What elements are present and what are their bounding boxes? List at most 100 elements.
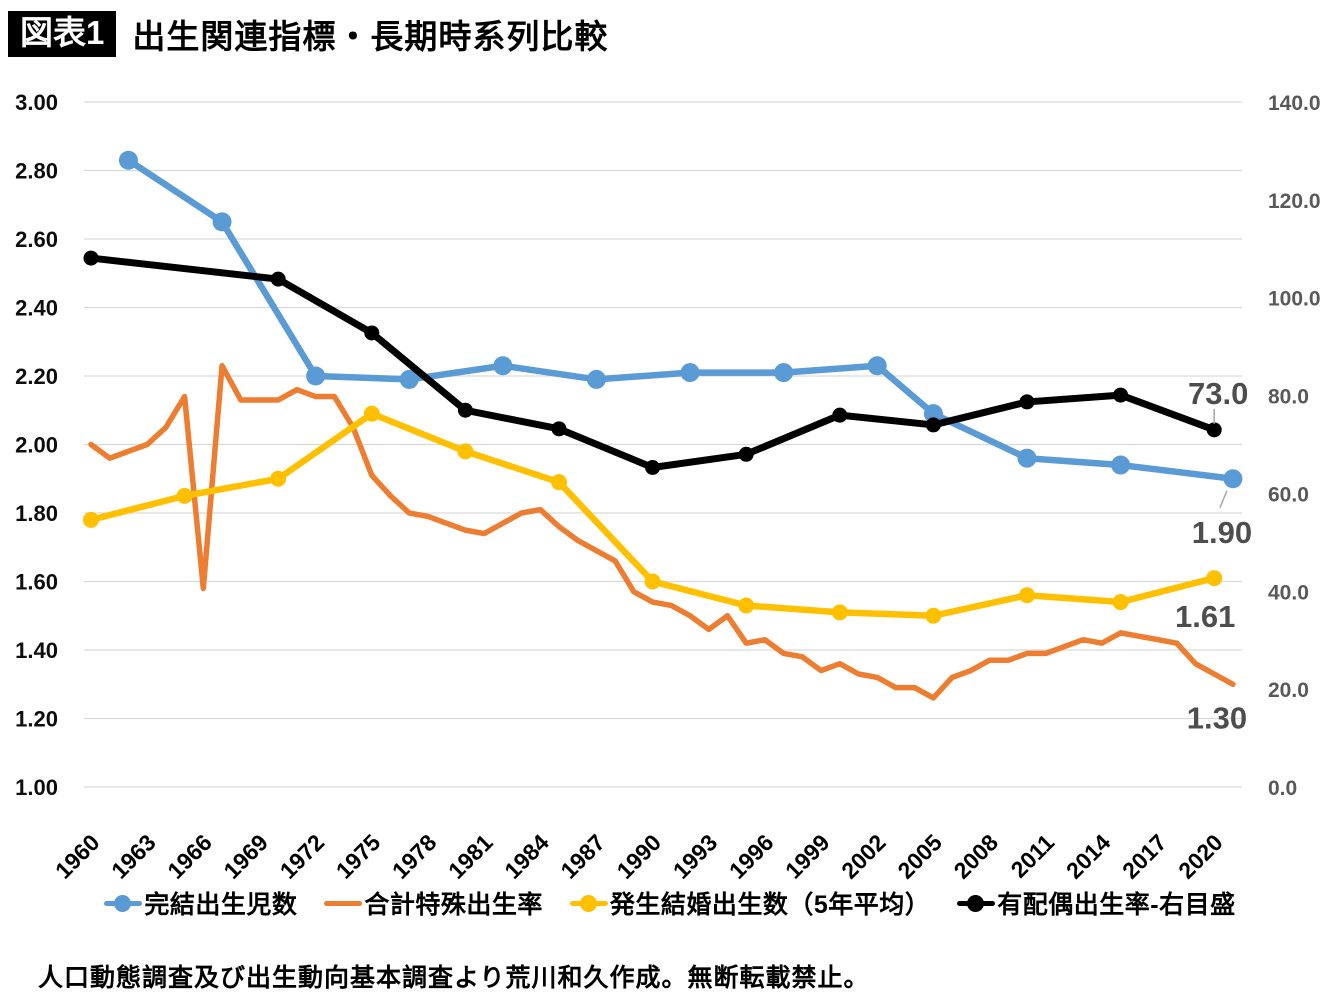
x-axis-tick-label: 1993 [668, 829, 723, 884]
marriage-cohort-births-marker [738, 597, 755, 614]
completed-births-marker [118, 150, 138, 170]
marital-birth-rate-marker [738, 446, 754, 462]
x-axis-tick-label: 1969 [218, 829, 273, 884]
marital-birth-rate-line [87, 254, 1218, 471]
marital-birth-rate-marker [832, 407, 848, 423]
x-axis-tick-label: 2005 [892, 829, 947, 884]
marriage-cohort-births-marker [1112, 594, 1129, 611]
right-axis-tick-label: 100.0 [1268, 288, 1321, 311]
marriage-cohort-births-marker [1206, 570, 1223, 587]
x-axis-tick-label: 2017 [1117, 829, 1172, 884]
tfr-end-data-label: 1.30 [1187, 700, 1247, 735]
marital-birth-rate-end-data-label: 73.0 [1188, 376, 1248, 411]
chart-legend: 完結出生児数 合計特殊出生率 発生結婚出生数（5年平均） 有配偶出生率-右目盛 [0, 885, 1340, 921]
marital-birth-rate-marker [457, 402, 473, 418]
right-axis-tick-label: 40.0 [1268, 581, 1309, 604]
left-axis-tick-label: 1.00 [15, 775, 58, 800]
left-axis-tick-label: 1.40 [15, 638, 58, 663]
legend-label: 発生結婚出生数（5年平均） [609, 891, 931, 919]
marital-birth-rate-marker [83, 250, 99, 266]
left-axis-tick-label: 1.80 [15, 501, 58, 526]
legend-label: 完結出生児数 [144, 891, 298, 919]
x-axis-tick-label: 1972 [275, 829, 330, 884]
x-axis-tick-label: 1990 [612, 829, 667, 884]
marital-birth-rate-marker [1019, 394, 1035, 410]
marriage-cohort-births-marker [1019, 587, 1035, 604]
x-axis-tick-label: 1981 [443, 829, 498, 884]
completed-births-marker [1017, 448, 1037, 468]
marital-birth-rate-marker [270, 271, 286, 287]
x-axis-tick-label: 1963 [106, 829, 161, 884]
left-axis-tick-label: 2.80 [15, 159, 58, 184]
marriage-cohort-births-marker [457, 443, 474, 460]
x-axis-tick-label: 1966 [162, 829, 217, 884]
legend-label: 有配偶出生率-右目盛 [997, 891, 1236, 919]
legend-label: 合計特殊出生率 [364, 891, 543, 919]
legend-line-marker-icon [957, 893, 996, 914]
right-axis-tick-label: 60.0 [1268, 483, 1309, 506]
x-axis-tick-label: 1987 [555, 829, 610, 884]
marital-birth-rate-marker [364, 325, 380, 341]
right-axis-tick-label: 120.0 [1268, 190, 1321, 213]
legend-item-marital-birth-rate: 有配偶出生率-右目盛 [957, 885, 1235, 921]
x-axis-tick-label: 1996 [724, 829, 779, 884]
x-axis-tick-label: 2020 [1173, 829, 1228, 884]
x-axis-tick-label: 2008 [949, 829, 1004, 884]
x-axis-tick-label: 1999 [780, 829, 835, 884]
marriage-cohort-births-marker [176, 487, 193, 504]
completed-births-marker [774, 363, 794, 383]
completed-births-marker [212, 212, 232, 232]
tfr-line [88, 362, 1236, 701]
legend-item-marriage-cohort-births: 発生結婚出生数（5年平均） [569, 885, 931, 921]
marriage-cohort-births-marker [83, 511, 99, 528]
completed-births-marker [493, 356, 513, 376]
marital-birth-rate-marker [551, 421, 567, 437]
completed-births-marker [306, 366, 326, 386]
x-axis-tick-label: 1978 [387, 829, 442, 884]
legend-item-completed-births: 完結出生児数 [104, 885, 297, 921]
marriage-cohort-births-marker [925, 607, 942, 624]
page-title: 出生関連指標・長期時系列比較 [132, 18, 609, 55]
left-axis-tick-label: 2.20 [15, 364, 58, 389]
marriage-cohort-births-marker [831, 604, 848, 621]
legend-line-marker-icon [324, 893, 363, 914]
completed-births-marker [923, 404, 943, 424]
marital-birth-rate-marker [925, 417, 941, 433]
x-axis-tick-label: 2014 [1061, 829, 1116, 884]
left-axis-tick-label: 2.00 [15, 433, 58, 458]
x-axis-tick-label: 1960 [50, 829, 105, 884]
legend-line-marker-icon [569, 893, 608, 914]
completed-births-marker [867, 356, 887, 376]
marital-birth-rate-marker [1206, 422, 1222, 438]
marriage-cohort-births-end-data-label: 1.61 [1175, 599, 1235, 634]
marital-birth-rate-marker [645, 459, 661, 475]
marriage-cohort-births-marker [551, 474, 567, 491]
left-axis-tick-label: 3.00 [15, 90, 58, 115]
left-axis-tick-label: 1.60 [15, 570, 58, 595]
marriage-cohort-births-marker [644, 573, 661, 590]
completed-births-marker [586, 369, 606, 389]
left-axis-tick-label: 2.40 [15, 296, 58, 321]
figure-number-badge: 図表1 [8, 10, 117, 58]
right-axis-tick-label: 20.0 [1268, 679, 1309, 702]
source-note: 人口動態調査及び出生動向基本調査より荒川和久作成。無断転載禁止。 [38, 964, 870, 992]
x-axis-tick-label: 1984 [499, 829, 554, 884]
completed-births-label-leader-line [1219, 490, 1228, 509]
right-axis-tick-label: 80.0 [1268, 386, 1309, 409]
chart-header: 図表1 出生関連指標・長期時系列比較 [8, 10, 608, 58]
completed-births-line [125, 156, 1237, 482]
right-axis-tick-label: 140.0 [1268, 92, 1321, 115]
x-axis-tick-label: 1975 [331, 829, 386, 884]
marriage-cohort-births-marker [363, 405, 380, 422]
left-axis-tick-label: 1.20 [15, 707, 58, 732]
legend-item-tfr: 合計特殊出生率 [324, 885, 543, 921]
right-axis-tick-label: 0.0 [1268, 777, 1297, 800]
left-axis-tick-label: 2.60 [15, 227, 58, 252]
completed-births-end-data-label: 1.90 [1192, 515, 1252, 550]
marriage-cohort-births-marker [270, 470, 287, 487]
marital-birth-rate-marker [1113, 387, 1129, 403]
completed-births-marker [399, 369, 419, 389]
completed-births-marker [1111, 455, 1131, 475]
